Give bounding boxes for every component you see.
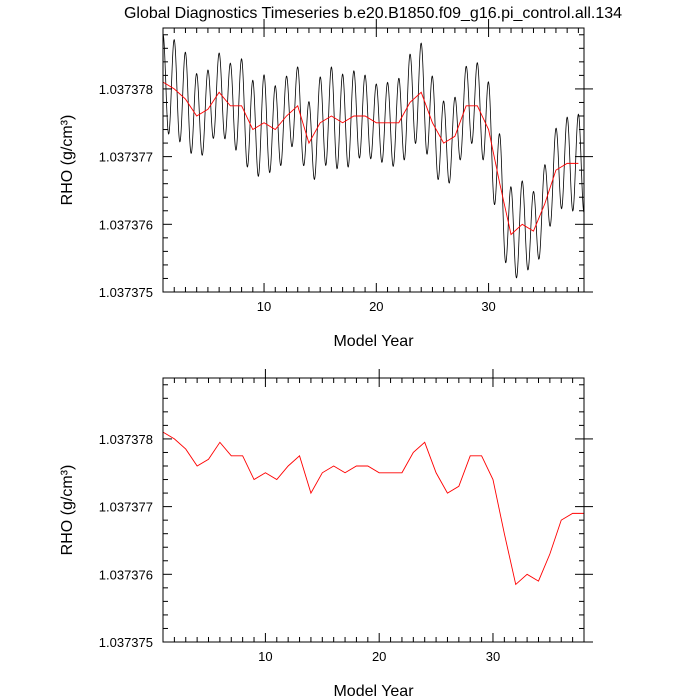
y-axis-label: RHO (g/cm³): [59, 115, 76, 206]
series-group: [163, 33, 584, 279]
y-tick-label: 1.037375: [99, 285, 153, 300]
x-tick-label: 30: [481, 299, 495, 314]
top-panel: 10 20 30 1.037375 1.037376 1.037377 1.037378 Mo…: [59, 19, 593, 350]
bottom-panel: 10 20 30 1.037375 1.037376 1.037377 1.037378 Mo…: [59, 369, 593, 700]
y-tick-label: 1.037375: [99, 635, 153, 650]
y-tick-label: 1.037377: [99, 500, 153, 515]
figure-title: Global Diagnostics Timeseries b.e20.B185…: [124, 5, 622, 22]
y-tick-label: 1.037377: [99, 150, 153, 165]
plot-frame: [162, 377, 585, 643]
x-tick-label: 30: [486, 649, 500, 664]
x-axis-label: Model Year: [333, 333, 414, 350]
y-tick-label: 1.037378: [99, 432, 153, 447]
monthly-series-line: [163, 33, 584, 279]
y-tick-label: 1.037378: [99, 82, 153, 97]
x-tick-label: 20: [372, 649, 386, 664]
tick-group: [162, 369, 593, 643]
x-tick-label: 10: [257, 299, 271, 314]
plot-frame: [162, 27, 585, 293]
x-tick-label: 10: [258, 649, 272, 664]
y-tick-label: 1.037376: [99, 217, 153, 232]
x-axis-label: Model Year: [333, 683, 414, 700]
tick-group: [162, 19, 593, 293]
series-group: [163, 431, 584, 586]
annual-mean-series-line: [163, 431, 584, 586]
y-tick-label: 1.037376: [99, 567, 153, 582]
y-axis-label: RHO (g/cm³): [59, 465, 76, 556]
annual-mean-series-line: [163, 81, 579, 236]
x-tick-label: 20: [369, 299, 383, 314]
